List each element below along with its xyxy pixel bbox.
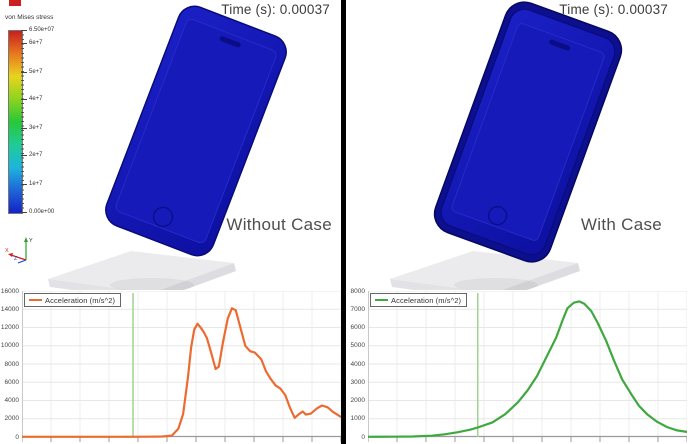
legend: Acceleration (m/s^2) [370, 293, 468, 307]
acceleration-chart-with-case[interactable]: 0 1000 2000 3000 4000 5000 6000 7000 8000 Accele… [346, 287, 690, 444]
y-axis-label: Y [29, 238, 33, 244]
y-tick-label: 4000 [350, 360, 365, 368]
y-tick-label: 14000 [0, 305, 19, 313]
z-axis-label: Z [14, 256, 18, 262]
speaker-slit [549, 39, 571, 51]
scene-with-case [390, 0, 627, 290]
phone-model-without-case[interactable] [101, 1, 291, 260]
home-button [487, 206, 508, 226]
y-tick-label: 8000 [350, 287, 365, 295]
y-tick-label: 10000 [0, 342, 19, 350]
y-tick-label: 2000 [4, 415, 19, 423]
y-tick-label: 8000 [4, 360, 19, 368]
viewport-without-case[interactable]: von Mises stress 6.50e+07 6e+7 5e+7 4e+7 3e+… [0, 0, 341, 290]
y-tick-label: 0 [361, 433, 365, 441]
legend-label: Acceleration (m/s^2) [391, 295, 462, 305]
y-tick-label: 1000 [350, 415, 365, 423]
y-tick-label: 3000 [350, 378, 365, 386]
acceleration-chart-without-case[interactable]: 0 2000 4000 6000 8000 10000 12000 14000 16000 Ac… [0, 287, 341, 444]
x-axis-label: X [5, 248, 9, 254]
y-tick-label: 5000 [350, 342, 365, 350]
x-axis-arrow [10, 254, 27, 261]
legend: Acceleration (m/s^2) [24, 293, 122, 307]
legend-label: Acceleration (m/s^2) [45, 295, 116, 305]
colorbar-ticks: 6.50e+07 6e+7 5e+7 4e+7 3e+7 2e+7 1e+7 0.00e+00 [21, 27, 71, 215]
phone-model-with-case[interactable] [429, 0, 627, 268]
caption-without-case: Without Case [226, 215, 332, 234]
time-label: Time (s): 0.00037 [221, 2, 330, 17]
colorbar: von Mises stress 6.50e+07 6e+7 5e+7 4e+7 3e+… [4, 14, 74, 215]
plot-area: Acceleration (m/s^2) [22, 291, 341, 444]
viewport-with-case[interactable]: Time (s): 0.00037 With Case [346, 0, 690, 290]
panel-without-case: von Mises stress 6.50e+07 6e+7 5e+7 4e+7 3e+… [0, 0, 341, 444]
chart-canvas [368, 291, 687, 442]
chart-canvas [22, 291, 341, 442]
floor-slab [390, 251, 580, 290]
y-tick-label: 4000 [4, 397, 19, 404]
y-tick-label: 7000 [350, 305, 365, 313]
legend-swatch [29, 299, 42, 301]
scene-without-case [48, 1, 291, 290]
y-tick-label: 6000 [4, 378, 19, 386]
red-marker [9, 0, 21, 6]
acceleration-curve [368, 300, 687, 438]
legend-swatch [375, 299, 388, 301]
y-tick-label: 0 [15, 433, 19, 441]
colorbar-title: von Mises stress [5, 14, 54, 21]
y-tick-label: 2000 [350, 397, 365, 404]
y-tick-label: 12000 [0, 324, 19, 331]
floor-slab [48, 251, 236, 290]
home-button [152, 206, 174, 227]
phone-screen [115, 18, 277, 244]
speaker-slit [219, 36, 241, 48]
y-tick-label: 16000 [0, 287, 19, 295]
panel-divider [341, 0, 346, 444]
orientation-axes: Y X Z [5, 237, 33, 264]
y-tick-label: 6000 [350, 324, 365, 331]
y-axis-labels: 0 1000 2000 3000 4000 5000 6000 7000 8000 [346, 287, 366, 441]
y-axis-labels: 0 2000 4000 6000 8000 10000 12000 14000 16000 [0, 287, 20, 441]
plot-area: Acceleration (m/s^2) [368, 291, 687, 444]
colorbar-minor-ticks [21, 30, 24, 212]
panel-with-case: Time (s): 0.00037 With Case 0 1000 2000 300… [346, 0, 690, 444]
caption-with-case: With Case [580, 215, 662, 234]
acceleration-curve [22, 307, 341, 438]
z-axis-arrow [17, 259, 27, 264]
time-label: Time (s): 0.00037 [559, 2, 668, 17]
phone-screen [451, 23, 605, 241]
